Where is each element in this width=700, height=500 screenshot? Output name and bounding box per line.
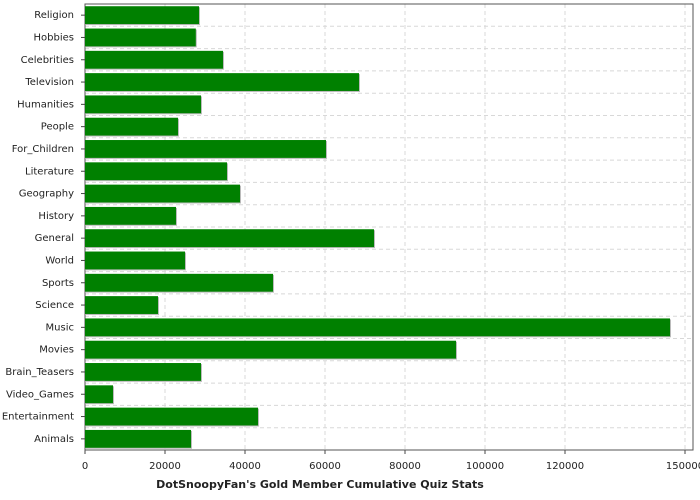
x-tick-label: 40000 [229, 461, 261, 472]
bar [85, 28, 196, 47]
bar [85, 251, 185, 270]
bar [85, 140, 326, 158]
chart-title: DotSnoopyFan's Gold Member Cumulative Qu… [156, 478, 484, 491]
bar [85, 273, 273, 292]
bar [85, 184, 240, 203]
bar [85, 363, 201, 381]
bar [85, 206, 176, 225]
bar [85, 95, 201, 114]
y-tick-label: Entertainment [2, 412, 74, 423]
y-tick-label: Television [24, 77, 74, 88]
x-tick-label: 60000 [309, 461, 341, 472]
bar [85, 385, 113, 404]
bar [85, 318, 670, 337]
y-tick-label: For_Children [12, 144, 74, 155]
y-tick-label: Literature [25, 166, 74, 177]
bar [85, 73, 359, 91]
x-tick-label: 120000 [546, 461, 584, 472]
y-tick-label: Science [35, 300, 74, 311]
y-tick-label: Animals [34, 434, 74, 445]
y-tick-label: Hobbies [34, 32, 74, 43]
x-tick-label: 100000 [466, 461, 504, 472]
bar [85, 50, 223, 69]
bar [85, 229, 374, 248]
bar [85, 296, 158, 314]
bar [85, 6, 199, 25]
x-tick-label: 150000 [666, 461, 700, 472]
bar [85, 407, 258, 426]
y-tick-label: World [45, 255, 74, 266]
y-tick-label: Sports [42, 278, 74, 289]
y-tick-label: Celebrities [21, 55, 74, 66]
y-tick-label: Humanities [17, 99, 74, 110]
bar [85, 117, 178, 136]
y-tick-label: General [35, 233, 74, 244]
x-tick-label: 0 [82, 461, 88, 472]
y-tick-label: Movies [39, 345, 74, 356]
x-tick-label: 20000 [149, 461, 181, 472]
y-tick-label: People [41, 122, 74, 133]
bar [85, 429, 191, 448]
plot-frame [84, 3, 694, 451]
bar [85, 340, 456, 359]
bar [85, 162, 227, 181]
y-tick-label: Religion [34, 10, 74, 21]
y-tick-label: Music [46, 322, 74, 333]
y-tick-label: Brain_Teasers [5, 367, 74, 378]
y-tick-label: Geography [19, 189, 74, 200]
x-tick-label: 80000 [389, 461, 421, 472]
y-tick-label: History [38, 211, 74, 222]
y-tick-label: Video_Games [6, 389, 74, 400]
